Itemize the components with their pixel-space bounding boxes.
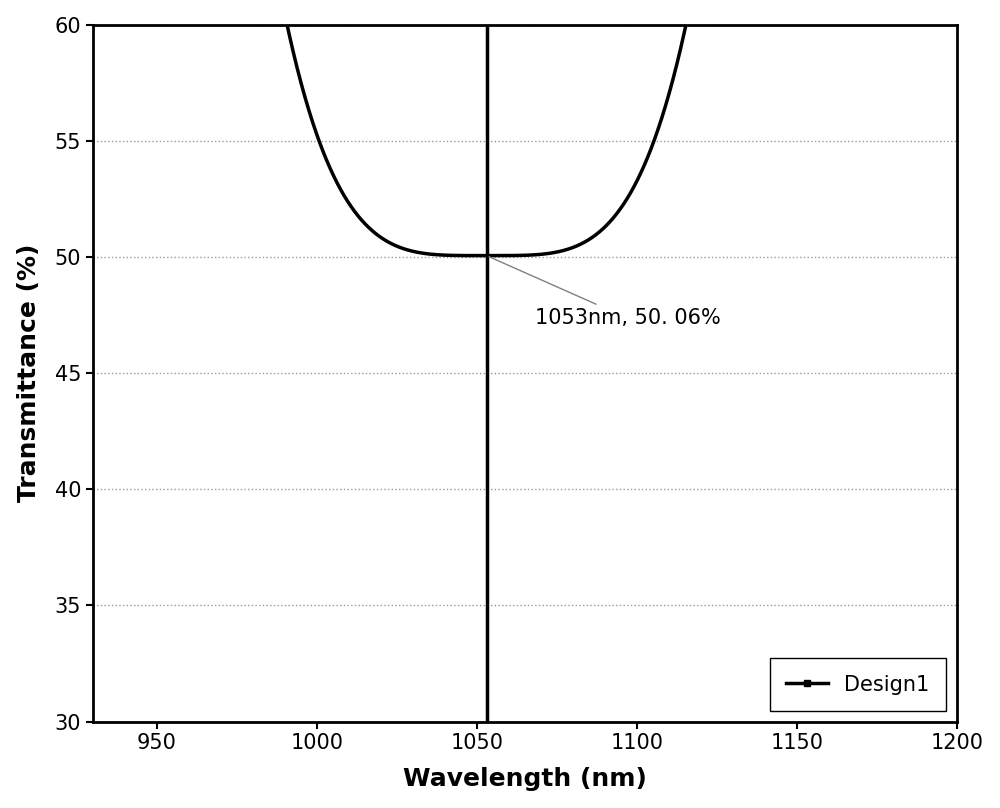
- Legend: Design1: Design1: [770, 658, 946, 711]
- Text: 1053nm, 50. 06%: 1053nm, 50. 06%: [489, 257, 720, 328]
- Design1: [507, 250, 519, 260]
- X-axis label: Wavelength (nm): Wavelength (nm): [403, 768, 647, 791]
- Design1: [485, 250, 497, 260]
- Line: Design1: Design1: [93, 0, 957, 255]
- Y-axis label: Transmittance (%): Transmittance (%): [17, 244, 41, 503]
- Design1: [481, 250, 493, 260]
